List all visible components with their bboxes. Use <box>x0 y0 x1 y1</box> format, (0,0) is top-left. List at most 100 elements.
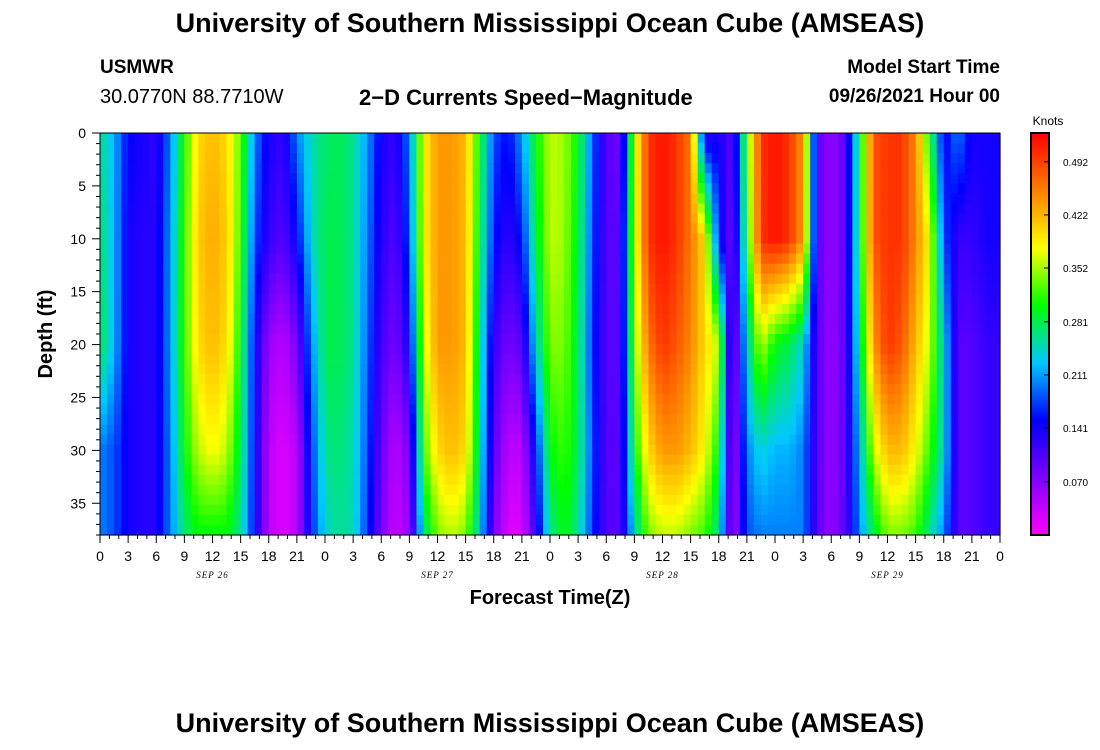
heatmap-cell <box>901 404 910 415</box>
heatmap-cell <box>381 173 389 184</box>
heatmap-cell <box>732 524 741 536</box>
heatmap-cell <box>704 203 713 214</box>
heatmap-cell <box>114 524 122 536</box>
heatmap-cell <box>592 524 600 536</box>
heatmap-cell <box>388 394 396 405</box>
heatmap-cell <box>465 494 474 506</box>
heatmap-cell <box>964 524 973 536</box>
heatmap-cell <box>156 193 164 204</box>
heatmap-cell <box>402 434 410 446</box>
heatmap-cell <box>662 213 671 225</box>
heatmap-cell <box>170 153 178 164</box>
heatmap-cell <box>121 173 129 184</box>
heatmap-cell <box>690 354 699 365</box>
heatmap-cell <box>325 384 333 395</box>
heatmap-cell <box>198 384 207 395</box>
heatmap-cell <box>690 213 699 225</box>
heatmap-cell <box>683 213 692 225</box>
heatmap-cell <box>149 444 157 456</box>
heatmap-cell <box>845 454 853 466</box>
heatmap-cell <box>571 364 579 375</box>
heatmap-cell <box>585 524 593 536</box>
heatmap-cell <box>479 293 488 305</box>
heatmap-cell <box>803 233 811 245</box>
heatmap-cell <box>852 394 860 405</box>
heatmap-cell <box>360 454 368 466</box>
heatmap-cell <box>838 193 846 204</box>
heatmap-cell <box>943 273 952 285</box>
heatmap-cell <box>817 313 825 325</box>
heatmap-cell <box>817 303 825 315</box>
heatmap-cell <box>662 484 671 496</box>
heatmap-cell <box>353 223 361 235</box>
heatmap-cell <box>908 173 917 184</box>
heatmap-cell <box>353 263 361 275</box>
heatmap-cell <box>458 504 467 516</box>
heatmap-cell <box>240 143 249 154</box>
heatmap-cell <box>746 464 755 476</box>
heatmap-cell <box>135 474 143 486</box>
heatmap-cell <box>395 494 403 506</box>
heatmap-cell <box>775 273 783 285</box>
heatmap-cell <box>915 213 924 225</box>
heatmap-cell <box>521 444 530 456</box>
heatmap-cell <box>114 484 122 496</box>
heatmap-cell <box>620 183 628 194</box>
heatmap-cell <box>852 484 860 496</box>
heatmap-cell <box>599 173 607 184</box>
heatmap-cell <box>936 163 945 174</box>
heatmap-cell <box>718 384 727 395</box>
heatmap-cell <box>261 464 270 476</box>
heatmap-cell <box>184 313 193 325</box>
heatmap-cell <box>690 344 699 355</box>
heatmap-cell <box>641 514 650 526</box>
heatmap-cell <box>346 193 354 204</box>
heatmap-cell <box>606 394 614 405</box>
heatmap-cell <box>402 133 410 144</box>
heatmap-cell <box>317 143 326 154</box>
heatmap-cell <box>824 524 832 536</box>
heatmap-cell <box>943 374 952 385</box>
heatmap-cell <box>542 163 551 174</box>
heatmap-cell <box>465 354 474 365</box>
heatmap-cell <box>894 444 903 456</box>
heatmap-cell <box>472 444 481 456</box>
heatmap-cell <box>514 354 523 365</box>
heatmap-cell <box>775 354 783 365</box>
heatmap-cell <box>550 273 558 285</box>
heatmap-cell <box>627 133 635 144</box>
heatmap-cell <box>915 524 924 536</box>
heatmap-cell <box>332 263 340 275</box>
heatmap-cell <box>254 143 263 154</box>
heatmap-cell <box>887 504 896 516</box>
heatmap-cell <box>655 504 664 516</box>
heatmap-cell <box>521 233 530 245</box>
heatmap-cell <box>669 263 678 275</box>
heatmap-cell <box>493 514 502 526</box>
heatmap-cell <box>233 434 242 446</box>
heatmap-cell <box>500 323 509 335</box>
heatmap-cell <box>592 434 600 446</box>
heatmap-cell <box>606 414 614 426</box>
heatmap-cell <box>669 323 678 335</box>
heatmap-cell <box>261 273 270 285</box>
heatmap-cell <box>423 484 432 496</box>
heatmap-cell <box>472 213 481 225</box>
heatmap-cell <box>233 354 242 365</box>
heatmap-cell <box>866 404 875 415</box>
heatmap-cell <box>831 273 839 285</box>
heatmap-cell <box>226 223 235 235</box>
heatmap-cell <box>550 193 558 204</box>
heatmap-cell <box>198 313 207 325</box>
heatmap-cell <box>268 273 277 285</box>
heatmap-cell <box>128 504 136 516</box>
heatmap-cell <box>852 203 860 214</box>
heatmap-cell <box>831 263 839 275</box>
heatmap-cell <box>395 464 403 476</box>
heatmap-cell <box>198 474 207 486</box>
heatmap-cell <box>789 464 797 476</box>
heatmap-cell <box>142 143 150 154</box>
heatmap-cell <box>198 404 207 415</box>
heatmap-cell <box>803 524 811 536</box>
heatmap-cell <box>423 303 432 315</box>
